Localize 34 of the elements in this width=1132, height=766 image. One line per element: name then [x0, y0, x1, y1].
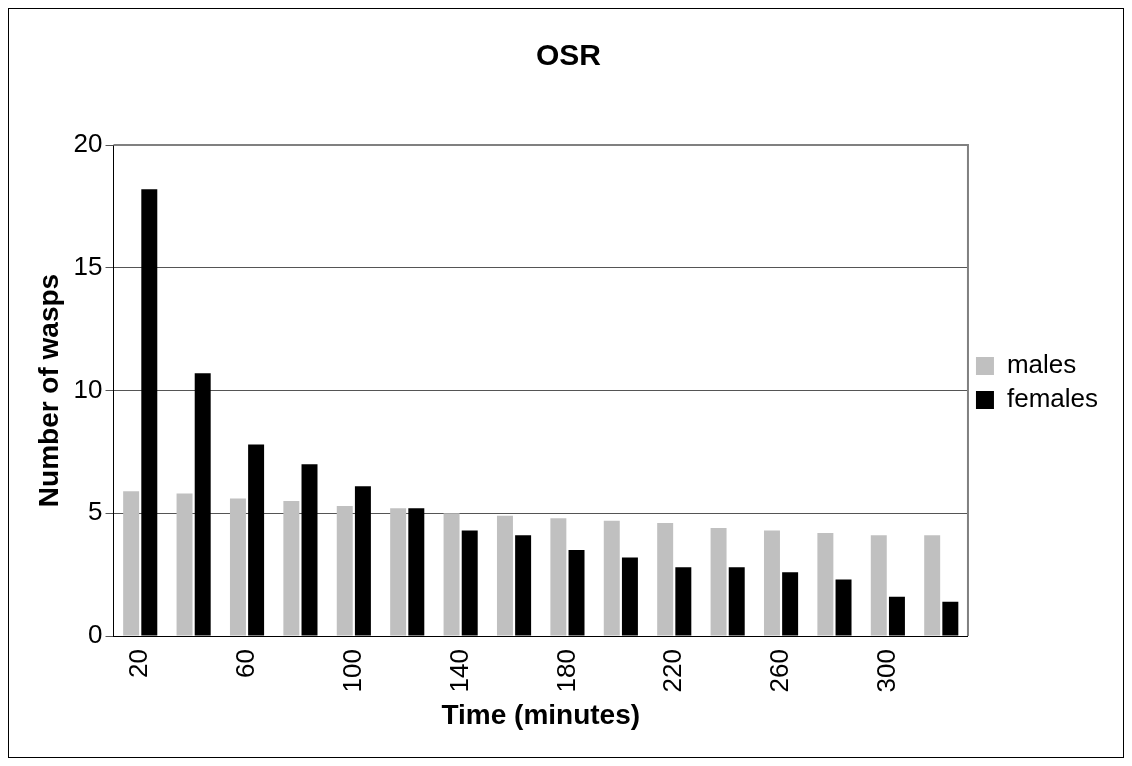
- bar: [229, 498, 246, 636]
- bar: [496, 515, 513, 636]
- x-tick-label: 20: [123, 649, 154, 678]
- bar: [550, 518, 567, 636]
- bar: [710, 528, 727, 636]
- legend-label: females: [1006, 383, 1099, 414]
- bar: [176, 493, 193, 636]
- bar: [390, 508, 407, 636]
- x-axis-title: Time (minutes): [441, 698, 641, 730]
- x-tick-label: 140: [443, 649, 474, 693]
- x-tick-label: 100: [337, 649, 367, 693]
- y-tick-label: 5: [88, 496, 103, 527]
- bar: [924, 535, 941, 636]
- x-tick-label: 260: [764, 649, 795, 693]
- x-tick-label: 60: [230, 649, 261, 678]
- y-tick-label: 10: [73, 373, 103, 404]
- bar: [603, 520, 620, 636]
- bar: [817, 532, 834, 636]
- bar: [443, 513, 460, 636]
- x-tick-label: 180: [550, 649, 581, 693]
- x-tick-label: 300: [871, 649, 902, 693]
- legend-label: males: [1006, 349, 1077, 380]
- bar: [336, 505, 353, 636]
- chart-title: OSR: [535, 38, 602, 72]
- bar: [763, 530, 780, 636]
- y-tick-label: 20: [73, 128, 103, 159]
- y-tick-label: 0: [88, 619, 103, 650]
- bar: [657, 523, 674, 636]
- y-tick-label: 15: [73, 250, 103, 281]
- x-tick-label: 220: [657, 649, 688, 693]
- bar: [870, 535, 887, 636]
- bar: [283, 500, 300, 636]
- bar: [123, 491, 140, 636]
- y-axis-title: Number of wasps: [32, 273, 64, 508]
